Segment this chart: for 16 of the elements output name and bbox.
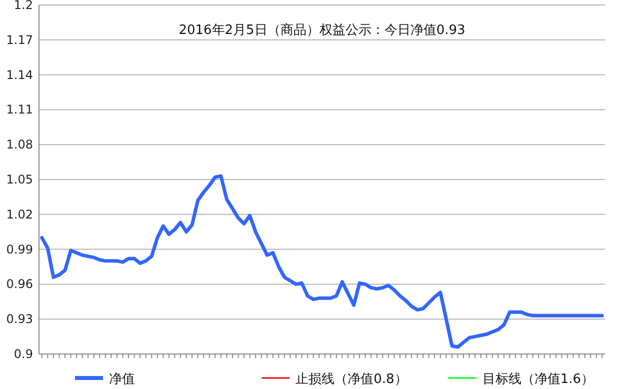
y-tick-label: 1.11 (6, 102, 33, 117)
legend-label: 净值 (109, 372, 135, 387)
y-tick-label: 0.96 (6, 277, 33, 292)
line-series (40, 174, 604, 349)
y-tick-label: 0.99 (6, 242, 33, 256)
legend-label: 止损线（净值0.8） (296, 372, 408, 387)
legend-label: 目标线（净值1.6） (482, 372, 594, 387)
y-tick-label: 1.14 (6, 68, 33, 82)
y-tick-label: 1.17 (6, 32, 33, 47)
y-tick-label: 1.08 (6, 138, 33, 152)
y-tick-label: 1.2 (14, 0, 33, 12)
y-tick-label: 0.9 (14, 347, 33, 361)
text: 2016年2月5日（商品）权益公示：今日净值0.93 (178, 23, 466, 38)
y-tick-label: 1.05 (6, 172, 33, 186)
y-tick-label: 1.02 (6, 207, 33, 222)
y-tick-label: 0.93 (6, 312, 33, 326)
